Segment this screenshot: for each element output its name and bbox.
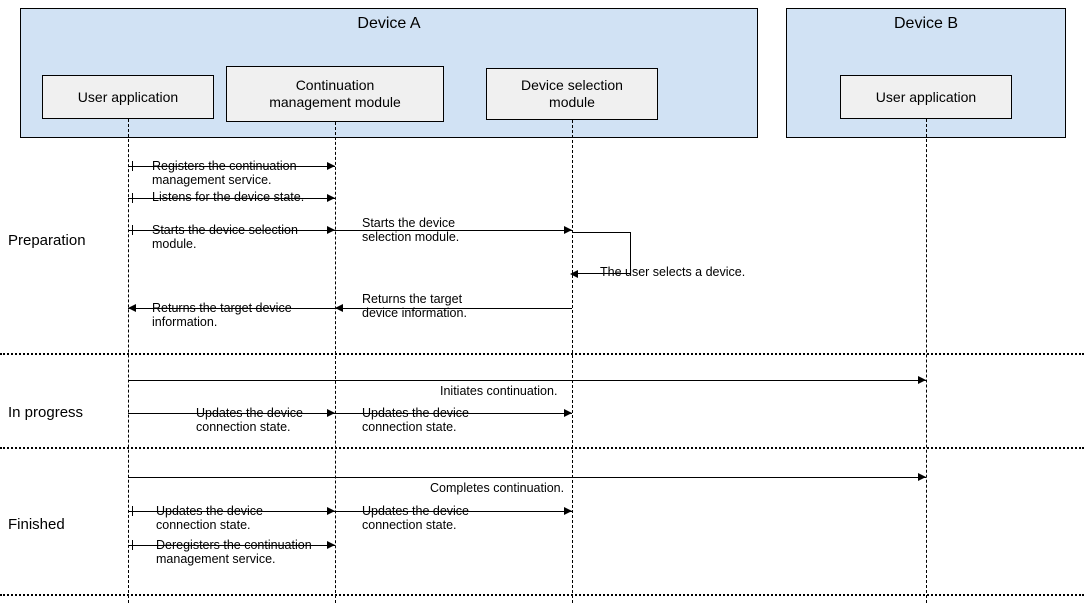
device-b-title: Device B: [787, 9, 1065, 33]
lifeline-continuation-module: [335, 122, 336, 603]
arrow-head-icon: [327, 409, 335, 417]
participant-user-app-b: User application: [840, 75, 1012, 119]
participant-device-selection-module: Device selection module: [486, 68, 658, 120]
message-label: Updates the device connection state.: [196, 406, 303, 434]
lifeline-device-selection-module: [572, 120, 573, 603]
arrow-head-icon: [128, 304, 136, 312]
device-a-title: Device A: [21, 9, 757, 33]
message-label: Deregisters the continuation management …: [156, 538, 312, 566]
arrow-head-icon: [327, 541, 335, 549]
lifeline-tick: [132, 506, 133, 516]
arrow-head-icon: [564, 409, 572, 417]
lifeline-tick: [132, 193, 133, 203]
message-label: Updates the device connection state.: [156, 504, 263, 532]
lifeline-tick: [132, 540, 133, 550]
participant-continuation-module: Continuation management module: [226, 66, 444, 122]
message-label: Registers the continuation management se…: [152, 159, 297, 187]
arrow-head-icon: [327, 194, 335, 202]
lifeline-tick: [132, 161, 133, 171]
message-arrow: [128, 380, 926, 381]
message-label: Updates the device connection state.: [362, 504, 469, 532]
lifeline-tick: [132, 225, 133, 235]
message-label: Completes continuation.: [430, 481, 564, 495]
message-label: The user selects a device.: [600, 265, 745, 279]
phase-in-progress: In progress: [8, 404, 83, 421]
message-label: Updates the device connection state.: [362, 406, 469, 434]
arrow-head-icon: [918, 376, 926, 384]
arrow-head-icon: [327, 162, 335, 170]
phase-separator: [0, 447, 1084, 449]
phase-finished: Finished: [8, 516, 65, 533]
arrow-head-icon: [564, 507, 572, 515]
message-label: Starts the device selection module.: [152, 223, 298, 251]
message-label: Initiates continuation.: [440, 384, 557, 398]
message-arrow: [128, 477, 926, 478]
phase-separator: [0, 594, 1084, 596]
message-label: Returns the target device information.: [152, 301, 292, 329]
phase-separator: [0, 353, 1084, 355]
arrow-head-icon: [335, 304, 343, 312]
message-label: Starts the device selection module.: [362, 216, 459, 244]
arrow-head-icon: [564, 226, 572, 234]
phase-preparation: Preparation: [8, 232, 86, 249]
message-label: Listens for the device state.: [152, 190, 304, 204]
message-label: Returns the target device information.: [362, 292, 467, 320]
lifeline-user-app-a: [128, 119, 129, 603]
arrow-head-icon: [918, 473, 926, 481]
arrow-head-icon: [327, 226, 335, 234]
lifeline-user-app-b: [926, 119, 927, 603]
arrow-head-icon: [327, 507, 335, 515]
participant-user-app-a: User application: [42, 75, 214, 119]
